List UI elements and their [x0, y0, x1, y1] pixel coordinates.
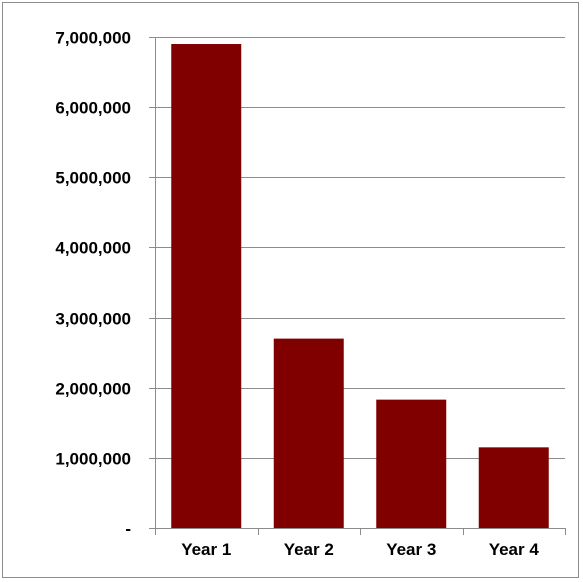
y-tick-labels: - 1,000,000 2,000,000 3,000,000 4,000,000 5,0… [55, 29, 131, 539]
x-tick-label: Year 2 [284, 540, 334, 559]
axes [149, 37, 566, 535]
bar [273, 338, 344, 528]
bar [376, 399, 447, 528]
x-tick-label: Year 3 [386, 540, 436, 559]
y-tick-label: 2,000,000 [55, 380, 131, 399]
x-tick-label: Year 4 [489, 540, 540, 559]
y-tick-label: - [125, 520, 131, 539]
x-tick-label: Year 1 [181, 540, 231, 559]
y-tick-label: 7,000,000 [55, 29, 131, 48]
y-tick-label: 4,000,000 [55, 239, 131, 258]
y-tick-label: 3,000,000 [55, 310, 131, 329]
x-tick-labels: Year 1 Year 2 Year 3 Year 4 [181, 540, 539, 559]
bar [478, 447, 549, 528]
y-tick-label: 6,000,000 [55, 99, 131, 118]
y-tick-label: 1,000,000 [55, 450, 131, 469]
y-tick-label: 5,000,000 [55, 169, 131, 188]
bars [171, 44, 549, 529]
bar [171, 44, 242, 529]
